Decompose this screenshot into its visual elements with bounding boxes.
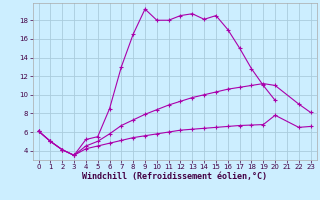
X-axis label: Windchill (Refroidissement éolien,°C): Windchill (Refroidissement éolien,°C) <box>82 172 267 181</box>
